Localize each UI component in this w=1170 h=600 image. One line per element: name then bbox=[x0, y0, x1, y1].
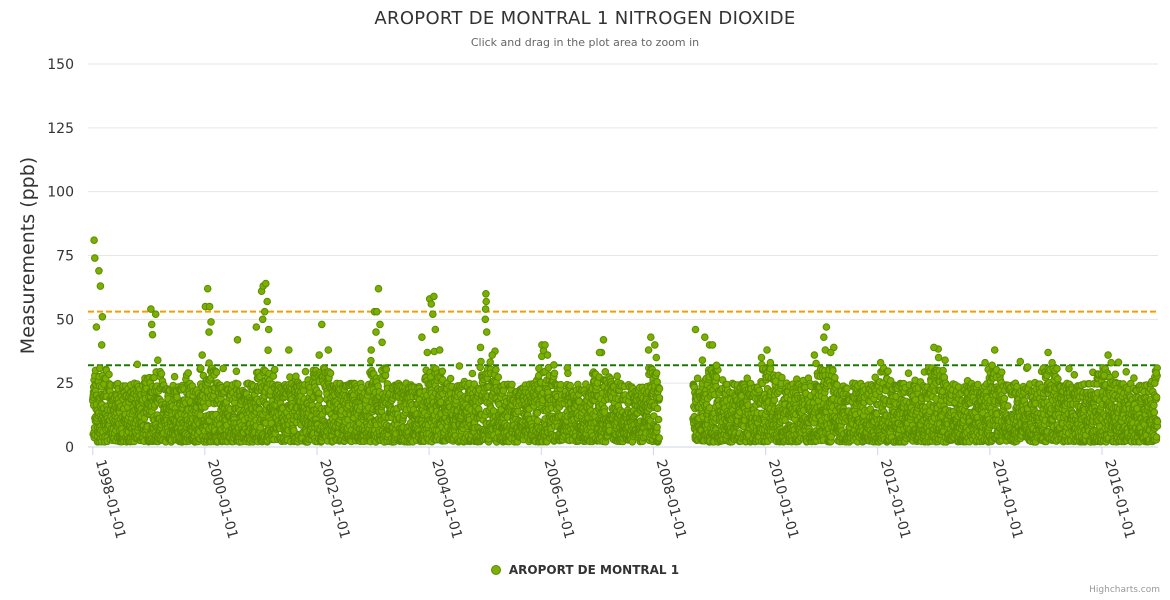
data-point-4495 bbox=[812, 359, 820, 368]
data-point-850 bbox=[219, 364, 227, 373]
chart-title: AROPORT DE MONTRAL 1 NITROGEN DIOXIDE bbox=[374, 8, 796, 29]
x-tick-label-2014-01-01: 2014-01-01 bbox=[989, 458, 1026, 541]
data-point-622 bbox=[184, 369, 192, 377]
data-point-1185 bbox=[270, 365, 279, 374]
data-point-1386 bbox=[301, 367, 310, 376]
y-tick-label-25: 25 bbox=[56, 376, 74, 392]
data-point-806 bbox=[212, 368, 221, 377]
data-point-2896 bbox=[533, 409, 542, 417]
data-point-3110 bbox=[566, 381, 575, 390]
data-point-1479 bbox=[316, 395, 324, 404]
data-point-3679 bbox=[653, 404, 662, 413]
y-tick-label-0: 0 bbox=[65, 440, 74, 456]
data-point-46 bbox=[96, 364, 104, 373]
data-point-290 bbox=[133, 360, 142, 369]
y-tick-label-150: 150 bbox=[47, 57, 74, 73]
data-point-3008 bbox=[550, 369, 559, 378]
data-point-3048 bbox=[556, 380, 565, 389]
data-point-4617 bbox=[831, 373, 839, 382]
data-point-4631 bbox=[833, 381, 841, 389]
data-point-936 bbox=[232, 367, 241, 376]
data-point-3846 bbox=[712, 373, 721, 381]
data-point-3692 bbox=[655, 384, 664, 393]
data-point-2331 bbox=[446, 374, 455, 383]
data-point-4139 bbox=[757, 353, 766, 362]
x-tick-label-2010-01-01: 2010-01-01 bbox=[765, 458, 802, 541]
data-point-2898 bbox=[533, 417, 542, 425]
x-tick-label-2012-01-01: 2012-01-01 bbox=[877, 458, 914, 541]
data-point-533 bbox=[170, 372, 179, 381]
data-point-1549 bbox=[326, 369, 335, 378]
y-tick-label-125: 125 bbox=[47, 121, 74, 137]
data-point-3673 bbox=[652, 369, 661, 377]
data-point-1142 bbox=[264, 346, 272, 355]
data-point-3691 bbox=[655, 394, 664, 402]
x-tick-label-1998-01-01: 1998-01-01 bbox=[92, 458, 129, 541]
x-tick-label-2002-01-01: 2002-01-01 bbox=[316, 458, 353, 541]
data-point-2589 bbox=[486, 358, 495, 366]
data-point-3686 bbox=[654, 415, 663, 424]
data-point-3169 bbox=[575, 397, 584, 406]
data-point-3095 bbox=[564, 369, 572, 378]
data-point-3690 bbox=[655, 434, 664, 442]
data-point-1912 bbox=[382, 365, 391, 374]
data-points bbox=[89, 236, 1162, 446]
x-tick-label-2004-01-01: 2004-01-01 bbox=[428, 458, 465, 541]
x-tick-label-2000-01-01: 2000-01-01 bbox=[204, 458, 241, 541]
x-tick-label-2016-01-01: 2016-01-01 bbox=[1101, 458, 1138, 541]
data-point-2626 bbox=[492, 365, 500, 374]
data-point-4697 bbox=[843, 384, 851, 393]
data-point-2473 bbox=[468, 369, 477, 378]
data-point-945 bbox=[234, 380, 242, 388]
data-point-3723 bbox=[693, 374, 702, 383]
data-point-106 bbox=[105, 370, 113, 379]
y-axis-ticks: 0 25 50 75 100 125 150 bbox=[47, 57, 74, 456]
data-point-448 bbox=[157, 370, 166, 378]
data-point-4272 bbox=[778, 373, 786, 382]
x-axis: 1998-01-01 2000-01-01 2002-01-01 2004-01-01… bbox=[88, 446, 1158, 541]
chart-subtitle: Click and drag in the plot area to zoom … bbox=[470, 36, 700, 49]
data-point-3801 bbox=[705, 404, 714, 412]
data-point-2388 bbox=[455, 362, 464, 370]
data-point-1177 bbox=[269, 372, 278, 380]
y-tick-label-100: 100 bbox=[47, 185, 74, 201]
data-point-3676 bbox=[653, 423, 661, 432]
data-point-549 bbox=[173, 393, 181, 402]
y-tick-label-75: 75 bbox=[56, 249, 74, 265]
data-point-704 bbox=[197, 364, 205, 373]
data-point-2642 bbox=[494, 373, 503, 382]
data-point-1373 bbox=[299, 387, 308, 395]
data-point-3416 bbox=[613, 372, 622, 380]
data-point-4604 bbox=[829, 367, 837, 375]
data-point-2730 bbox=[508, 380, 516, 389]
data-point-2529 bbox=[477, 357, 485, 366]
x-tick-label-2008-01-01: 2008-01-01 bbox=[653, 458, 690, 541]
x-tick-label-2006-01-01: 2006-01-01 bbox=[540, 458, 577, 541]
data-point-1812 bbox=[367, 356, 375, 365]
reference-lines bbox=[88, 310, 1158, 367]
y-tick-label-50: 50 bbox=[56, 312, 74, 328]
data-point-3004 bbox=[550, 361, 558, 369]
data-point-2277 bbox=[438, 367, 447, 376]
